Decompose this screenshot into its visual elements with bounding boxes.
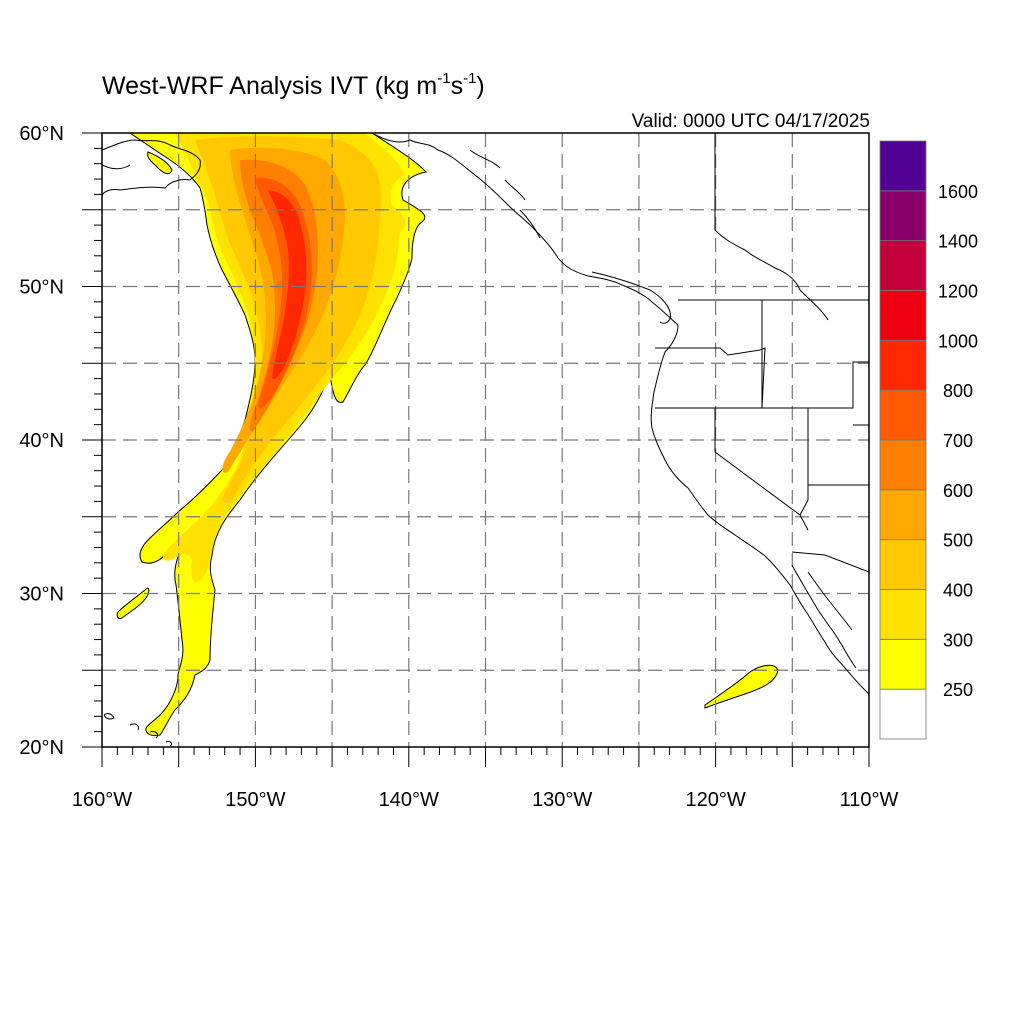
colorbar: 250 300 400 500 600 700 800 1000 1200 1400 1600 xyxy=(879,140,978,740)
colorbar-box xyxy=(879,240,927,291)
ivt-blob-northwest xyxy=(147,151,173,175)
y-tick-label: 40°N xyxy=(19,430,64,452)
colorbar-box xyxy=(879,489,927,541)
colorbar-box xyxy=(879,589,927,640)
colorbar-box xyxy=(879,190,927,242)
y-tick-label: 30°N xyxy=(19,584,64,606)
rocky-mountain-border xyxy=(714,133,829,321)
x-tick-label: 130°W xyxy=(532,789,592,811)
x-tick-label: 150°W xyxy=(225,789,285,811)
title-sup-2: -1 xyxy=(463,69,477,87)
x-axis: 160°W 150°W 140°W 130°W 120°W 110°W xyxy=(72,747,899,811)
political-borders xyxy=(655,133,869,573)
title-sup-1: -1 xyxy=(437,69,451,87)
baja-peninsula xyxy=(791,564,857,669)
colorbar-label: 400 xyxy=(943,581,973,601)
canadian-islands xyxy=(469,149,671,324)
valid-time: Valid: 0000 UTC 04/17/2025 xyxy=(631,111,870,132)
colorbar-box xyxy=(879,389,927,441)
title-mid: s xyxy=(450,72,464,100)
x-tick-label: 110°W xyxy=(840,789,899,811)
colorbar-box xyxy=(879,439,927,491)
west-coast-us xyxy=(650,324,869,695)
state-border-3 xyxy=(714,408,869,531)
colorbar-box xyxy=(879,339,927,391)
y-tick-label: 50°N xyxy=(19,277,64,299)
colorbar-box xyxy=(879,290,927,341)
x-tick-label: 120°W xyxy=(685,789,745,811)
state-border-1 xyxy=(655,347,766,409)
alaska-coastline xyxy=(102,139,201,196)
colorbar-label: 800 xyxy=(943,381,973,401)
x-tick-label: 140°W xyxy=(379,789,439,811)
colorbar-box xyxy=(879,638,927,690)
atmospheric-river xyxy=(116,133,779,736)
gulf-alaska-coastline xyxy=(371,133,679,326)
colorbar-box xyxy=(879,688,927,740)
hawaii-coast xyxy=(103,713,173,747)
colorbar-box xyxy=(879,140,927,192)
colorbar-label: 600 xyxy=(943,481,973,501)
colorbar-label: 250 xyxy=(943,680,973,700)
colorbar-label: 1400 xyxy=(938,232,978,252)
ivt-blob-west xyxy=(116,587,150,619)
colorbar-label: 300 xyxy=(943,630,973,650)
graticule xyxy=(102,133,869,747)
colorbar-label: 1000 xyxy=(938,331,978,351)
colorbar-label: 700 xyxy=(943,431,973,451)
colorbar-label: 500 xyxy=(943,531,973,551)
chart-title: West-WRF Analysis IVT (kg m-1s-1) xyxy=(102,69,485,101)
y-axis: 60°N 50°N 40°N 30°N 20°N xyxy=(19,123,102,759)
map-plot-area xyxy=(102,133,869,747)
coastlines xyxy=(102,133,869,747)
colorbar-label: 1200 xyxy=(938,282,978,302)
x-tick-label: 160°W xyxy=(72,789,132,811)
ivt-contour-800 xyxy=(268,190,307,379)
colorbar-box xyxy=(879,539,927,590)
y-tick-label: 20°N xyxy=(19,737,64,759)
title-end: ) xyxy=(476,72,485,100)
title-main: West-WRF Analysis IVT (kg m xyxy=(102,72,438,100)
colorbar-label: 1600 xyxy=(938,182,978,202)
state-border-2 xyxy=(761,300,869,426)
y-tick-label: 60°N xyxy=(19,123,64,145)
mexico-border xyxy=(791,551,869,573)
